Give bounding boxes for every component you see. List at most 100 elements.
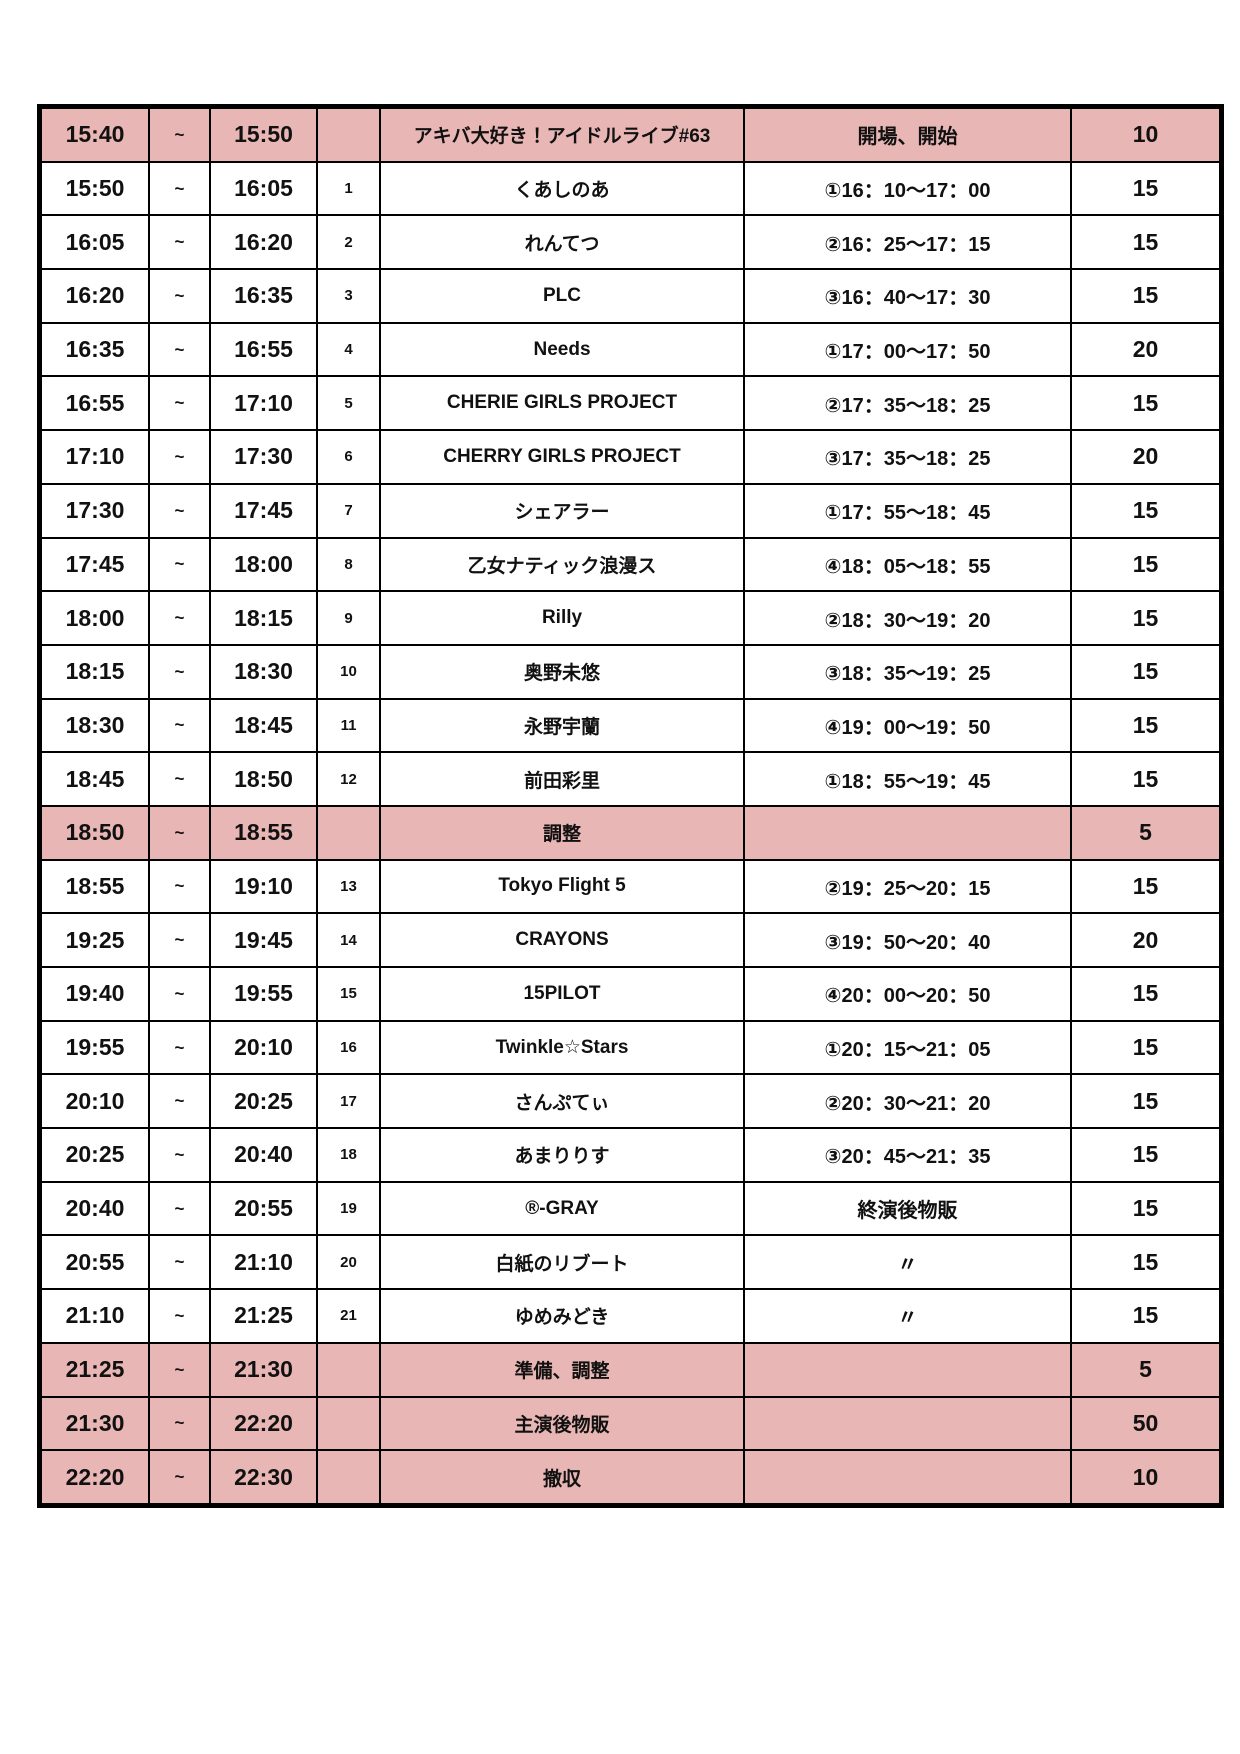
end-time-cell: 16:05 <box>209 160 318 217</box>
table-row-highlighted: 15:40 ~15:50 アキバ大好き！アイドルライブ#63 開場、開始 10 <box>38 105 1223 163</box>
act-name-cell: シェアラー <box>379 482 745 539</box>
act-number-cell <box>316 1449 381 1507</box>
schedule-note-cell <box>743 804 1072 861</box>
tilde-cell: ~ <box>148 536 211 593</box>
tilde-cell: ~ <box>148 1073 211 1130</box>
end-time-cell: 19:55 <box>209 966 318 1022</box>
start-time-cell: 15:50 <box>38 160 150 217</box>
table-row: 18:15 ~18:30 10 奥野未悠 ③18：35～19：25 15 <box>38 643 1223 700</box>
duration-cell: 5 <box>1070 1341 1223 1398</box>
end-time-cell: 16:55 <box>209 321 318 378</box>
event-timetable: 15:40 ~15:50 アキバ大好き！アイドルライブ#63 開場、開始 10 15:50… <box>37 104 1224 1508</box>
act-name-cell: れんてつ <box>379 214 745 271</box>
tilde-cell: ~ <box>148 1234 211 1291</box>
end-time-cell: 20:40 <box>209 1127 318 1183</box>
table-row: 19:55 ~20:10 16 Twinkle☆Stars ①20：15～21：05 15 <box>38 1019 1223 1076</box>
act-number-cell: 5 <box>316 375 381 432</box>
duration-cell: 15 <box>1070 643 1223 700</box>
act-name-cell: Twinkle☆Stars <box>379 1019 745 1076</box>
act-name-cell: Rilly <box>379 590 745 646</box>
tilde-cell: ~ <box>148 1395 211 1452</box>
start-time-cell: 20:55 <box>38 1234 150 1291</box>
table-row: 21:10 ~21:25 21 ゆめみどき〃 15 <box>38 1288 1223 1344</box>
act-name-cell: 撤収 <box>379 1449 745 1507</box>
act-name-cell: くあしのあ <box>379 160 745 217</box>
act-number-cell: 16 <box>316 1019 381 1076</box>
end-time-cell: 22:20 <box>209 1395 318 1452</box>
schedule-note-cell <box>743 1341 1072 1398</box>
tilde-cell: ~ <box>148 268 211 324</box>
tilde-cell: ~ <box>148 482 211 539</box>
tilde-cell: ~ <box>148 590 211 646</box>
table-row: 16:20 ~16:35 3 PLC ③16：40～17：30 15 <box>38 268 1223 324</box>
end-time-cell: 19:45 <box>209 912 318 968</box>
act-name-cell: CHERIE GIRLS PROJECT <box>379 375 745 432</box>
end-time-cell: 22:30 <box>209 1449 318 1507</box>
schedule-note-cell: ③16：40～17：30 <box>743 268 1072 324</box>
start-time-cell: 19:40 <box>38 966 150 1022</box>
end-time-cell: 15:50 <box>209 105 318 163</box>
start-time-cell: 17:30 <box>38 482 150 539</box>
act-number-cell: 18 <box>316 1127 381 1183</box>
act-number-cell: 2 <box>316 214 381 271</box>
duration-cell: 20 <box>1070 429 1223 485</box>
act-number-cell <box>316 1341 381 1398</box>
end-time-cell: 21:25 <box>209 1288 318 1344</box>
act-number-cell <box>316 804 381 861</box>
duration-cell: 15 <box>1070 1019 1223 1076</box>
end-time-cell: 18:15 <box>209 590 318 646</box>
duration-cell: 15 <box>1070 590 1223 646</box>
tilde-cell: ~ <box>148 966 211 1022</box>
end-time-cell: 17:10 <box>209 375 318 432</box>
table-row-highlighted: 21:25 ~21:30 準備、調整 5 <box>38 1341 1223 1398</box>
act-name-cell: CRAYONS <box>379 912 745 968</box>
tilde-cell: ~ <box>148 697 211 754</box>
act-name-cell: あまりりす <box>379 1127 745 1183</box>
act-name-cell: Tokyo Flight 5 <box>379 858 745 915</box>
start-time-cell: 16:20 <box>38 268 150 324</box>
act-number-cell: 20 <box>316 1234 381 1291</box>
duration-cell: 15 <box>1070 858 1223 915</box>
tilde-cell: ~ <box>148 1180 211 1237</box>
schedule-note-cell: ②19：25～20：15 <box>743 858 1072 915</box>
act-name-cell: CHERRY GIRLS PROJECT <box>379 429 745 485</box>
act-number-cell: 8 <box>316 536 381 593</box>
tilde-cell: ~ <box>148 1019 211 1076</box>
duration-cell: 20 <box>1070 912 1223 968</box>
tilde-cell: ~ <box>148 751 211 807</box>
tilde-cell: ~ <box>148 912 211 968</box>
end-time-cell: 18:30 <box>209 643 318 700</box>
start-time-cell: 18:15 <box>38 643 150 700</box>
table-row: 18:00 ~18:15 9 Rilly ②18：30～19：20 15 <box>38 590 1223 646</box>
start-time-cell: 17:45 <box>38 536 150 593</box>
start-time-cell: 21:25 <box>38 1341 150 1398</box>
duration-cell: 5 <box>1070 804 1223 861</box>
start-time-cell: 17:10 <box>38 429 150 485</box>
act-number-cell: 11 <box>316 697 381 754</box>
tilde-cell: ~ <box>148 160 211 217</box>
tilde-cell: ~ <box>148 1127 211 1183</box>
schedule-note-cell: ①17：55～18：45 <box>743 482 1072 539</box>
start-time-cell: 18:30 <box>38 697 150 754</box>
act-name-cell: PLC <box>379 268 745 324</box>
act-number-cell: 1 <box>316 160 381 217</box>
act-name-cell: ゆめみどき <box>379 1288 745 1344</box>
schedule-note-cell: ④19：00～19：50 <box>743 697 1072 754</box>
end-time-cell: 19:10 <box>209 858 318 915</box>
table-row: 16:55 ~17:10 5 CHERIE GIRLS PROJECT ②17：35～1… <box>38 375 1223 432</box>
schedule-note-cell: ③18：35～19：25 <box>743 643 1072 700</box>
duration-cell: 50 <box>1070 1395 1223 1452</box>
start-time-cell: 20:25 <box>38 1127 150 1183</box>
schedule-note-cell: 終演後物販 <box>743 1180 1072 1237</box>
table-row: 16:05 ~16:20 2 れんてつ ②16：25～17：15 15 <box>38 214 1223 271</box>
table-row: 17:10 ~17:30 6 CHERRY GIRLS PROJECT ③17：35～1… <box>38 429 1223 485</box>
duration-cell: 15 <box>1070 697 1223 754</box>
act-name-cell: 乙女ナティック浪漫ス <box>379 536 745 593</box>
act-number-cell: 14 <box>316 912 381 968</box>
start-time-cell: 15:40 <box>38 105 150 163</box>
schedule-note-cell: ④20：00～20：50 <box>743 966 1072 1022</box>
table-row: 19:25 ~19:45 14 CRAYONS ③19：50～20：40 20 <box>38 912 1223 968</box>
start-time-cell: 16:35 <box>38 321 150 378</box>
table-row: 15:50 ~16:05 1 くあしのあ ①16：10～17：00 15 <box>38 160 1223 217</box>
tilde-cell: ~ <box>148 375 211 432</box>
